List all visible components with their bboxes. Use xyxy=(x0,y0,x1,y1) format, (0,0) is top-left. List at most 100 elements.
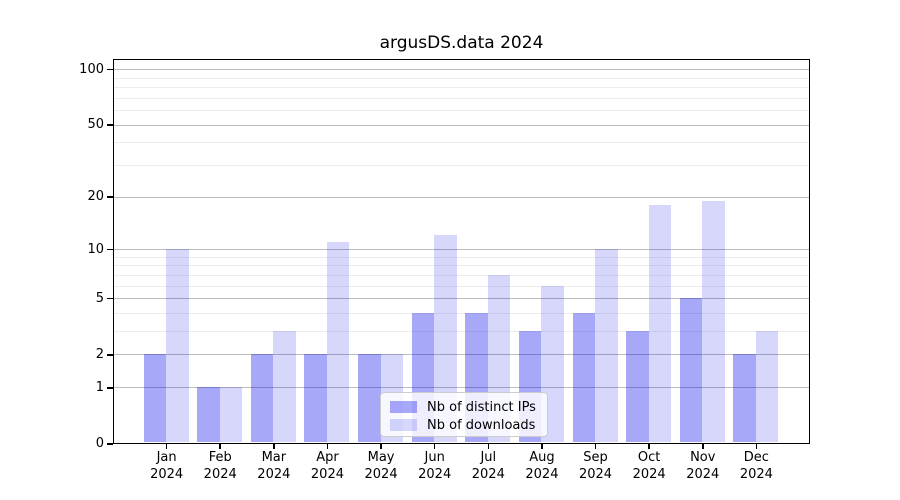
x-tick-mark xyxy=(594,444,597,449)
x-tick-label: Jul 2024 xyxy=(448,450,528,483)
x-tick-year: 2024 xyxy=(203,466,237,482)
x-tick-month: Jan xyxy=(156,450,177,465)
legend-swatch-distinct-ips xyxy=(390,401,417,413)
y-tick-mark xyxy=(107,248,113,251)
x-tick-mark xyxy=(219,444,221,449)
x-tick-year: 2024 xyxy=(257,466,291,482)
x-tick-month: Dec xyxy=(743,450,769,465)
x-tick-label: Apr 2024 xyxy=(287,450,367,483)
y-tick-label: 10 xyxy=(87,241,104,257)
y-tick-mark xyxy=(107,443,113,445)
bar-downloads xyxy=(219,387,243,442)
x-tick-year: 2024 xyxy=(525,466,559,482)
gridline-minor xyxy=(114,274,809,276)
x-tick-mark xyxy=(755,444,758,449)
bar-distinct-ips xyxy=(572,312,596,442)
x-tick-label: Nov 2024 xyxy=(663,450,743,483)
y-tick-label: 20 xyxy=(87,189,104,205)
legend: Nb of distinct IPs Nb of downloads xyxy=(380,392,548,437)
x-tick-month: Oct xyxy=(637,450,661,465)
legend-label-downloads: Nb of downloads xyxy=(427,417,536,433)
x-tick-mark xyxy=(541,444,543,449)
bar-downloads xyxy=(648,204,672,442)
x-tick-year: 2024 xyxy=(418,466,452,482)
gridline-major xyxy=(114,196,809,198)
legend-swatch-downloads xyxy=(390,419,417,431)
x-tick-month: Feb xyxy=(208,450,232,465)
x-tick-month: Mar xyxy=(261,450,287,465)
x-tick-mark xyxy=(380,444,382,449)
bar-downloads xyxy=(434,235,457,442)
gridline-minor xyxy=(114,312,809,314)
y-tick-mark xyxy=(107,354,113,356)
x-tick-year: 2024 xyxy=(364,466,398,482)
y-tick-label: 5 xyxy=(95,290,104,306)
x-tick-year: 2024 xyxy=(471,466,505,482)
x-tick-label: Oct 2024 xyxy=(609,450,689,483)
x-tick-mark xyxy=(165,444,168,449)
bar-distinct-ips xyxy=(679,298,703,442)
bar-distinct-ips xyxy=(358,354,381,442)
bar-distinct-ips xyxy=(626,331,649,442)
gridline-major xyxy=(114,124,809,126)
x-tick-month: Sep xyxy=(583,450,608,465)
bar-distinct-ips xyxy=(143,354,167,442)
bar-downloads xyxy=(595,249,618,442)
plot-area xyxy=(113,59,810,444)
bar-downloads xyxy=(273,331,296,442)
x-tick-label: Aug 2024 xyxy=(502,450,582,483)
y-tick-label: 50 xyxy=(87,117,104,133)
bar-distinct-ips xyxy=(197,387,220,442)
y-tick-label: 100 xyxy=(79,61,104,77)
y-tick-mark xyxy=(107,387,113,389)
gridline-major xyxy=(114,354,809,356)
x-tick-month: Aug xyxy=(529,450,555,465)
x-tick-mark xyxy=(326,444,329,449)
x-tick-month: May xyxy=(367,450,395,465)
gridline-minor xyxy=(114,77,809,79)
x-tick-label: Mar 2024 xyxy=(234,450,314,483)
gridline-minor xyxy=(114,256,809,258)
x-tick-month: Jun xyxy=(424,450,445,465)
bar-downloads xyxy=(755,331,779,442)
y-tick-mark xyxy=(107,297,113,300)
gridline-minor xyxy=(114,164,809,166)
gridline-minor xyxy=(114,87,809,89)
y-tick-mark xyxy=(107,124,113,126)
legend-row-downloads: Nb of downloads xyxy=(390,416,538,434)
legend-label-distinct-ips: Nb of distinct IPs xyxy=(427,399,536,415)
gridline-major xyxy=(114,249,809,251)
x-tick-label: Dec 2024 xyxy=(716,450,796,483)
x-tick-month: Jul xyxy=(480,450,497,465)
y-tick-mark xyxy=(107,68,113,71)
bar-downloads xyxy=(166,249,189,442)
bar-downloads xyxy=(702,200,725,442)
gridline-minor xyxy=(114,110,809,112)
x-tick-month: Nov xyxy=(690,450,716,465)
x-tick-mark xyxy=(702,444,704,449)
x-tick-month: Apr xyxy=(316,450,339,465)
x-tick-label: Jun 2024 xyxy=(395,450,475,483)
gridline-minor xyxy=(114,97,809,99)
y-tick-label: 2 xyxy=(95,346,104,362)
x-tick-label: May 2024 xyxy=(341,450,421,483)
x-tick-mark xyxy=(648,444,650,449)
bar-distinct-ips xyxy=(304,354,327,442)
bar-distinct-ips xyxy=(250,354,274,442)
gridline-major xyxy=(114,387,809,389)
gridline-minor xyxy=(114,331,809,333)
x-tick-year: 2024 xyxy=(310,466,344,482)
x-tick-mark xyxy=(433,444,436,449)
x-tick-label: Sep 2024 xyxy=(556,450,636,483)
x-tick-year: 2024 xyxy=(686,466,720,482)
bar-downloads xyxy=(326,241,350,442)
x-tick-year: 2024 xyxy=(578,466,613,482)
x-tick-mark xyxy=(273,444,275,449)
x-tick-mark xyxy=(487,444,490,449)
y-tick-label: 0 xyxy=(95,436,104,451)
legend-row-distinct-ips: Nb of distinct IPs xyxy=(390,398,538,416)
gridline-minor xyxy=(114,285,809,287)
chart-title: argusDS.data 2024 xyxy=(379,33,544,53)
x-tick-label: Feb 2024 xyxy=(180,450,260,483)
